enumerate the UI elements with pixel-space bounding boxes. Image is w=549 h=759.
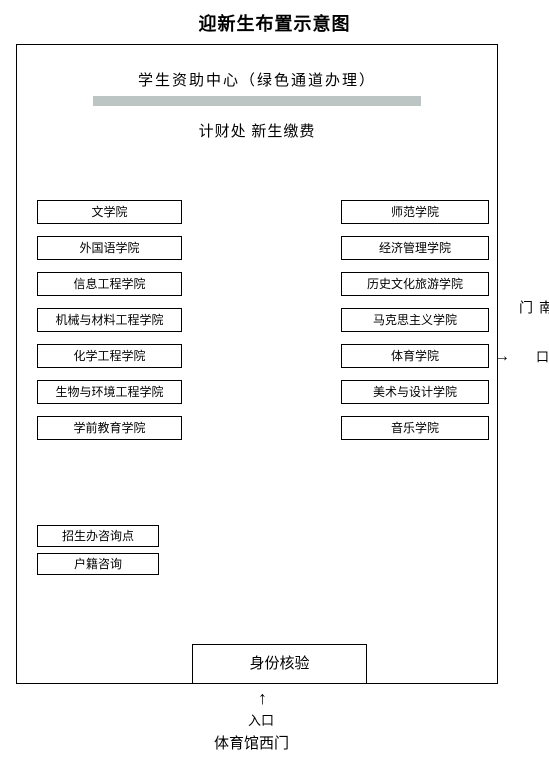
aid-center-desk-bar <box>93 96 421 106</box>
exit-label: 出口 <box>532 350 549 365</box>
college-cell: 马克思主义学院 <box>341 308 489 332</box>
college-cell: 美术与设计学院 <box>341 380 489 404</box>
layout-main-box: 学生资助中心（绿色通道办理） 计财处 新生缴费 文学院 外国语学院 信息工程学院… <box>16 44 498 684</box>
arrow-right-icon: → <box>494 348 510 366</box>
college-cell: 生物与环境工程学院 <box>37 380 182 404</box>
aid-center-label: 学生资助中心（绿色通道办理） <box>17 69 497 90</box>
south-gate-label: 体育馆南门 <box>514 300 549 317</box>
arrow-up-icon: ↑ <box>258 688 267 709</box>
college-cell: 机械与材料工程学院 <box>37 308 182 332</box>
finance-office-label: 计财处 新生缴费 <box>17 120 497 141</box>
college-cell: 外国语学院 <box>37 236 182 260</box>
college-cell: 经济管理学院 <box>341 236 489 260</box>
college-cell: 历史文化旅游学院 <box>341 272 489 296</box>
college-cell: 体育学院 <box>341 344 489 368</box>
household-info-cell: 户籍咨询 <box>37 553 159 575</box>
west-gate-label: 体育馆西门 <box>214 732 289 753</box>
admissions-info-cell: 招生办咨询点 <box>37 525 159 547</box>
info-section: 招生办咨询点 户籍咨询 <box>37 525 159 581</box>
right-column: 师范学院 经济管理学院 历史文化旅游学院 马克思主义学院 体育学院 美术与设计学… <box>341 200 489 452</box>
page-title: 迎新生布置示意图 <box>0 0 549 36</box>
college-cell: 音乐学院 <box>341 416 489 440</box>
entrance-label: 入口 <box>248 710 274 729</box>
left-column: 文学院 外国语学院 信息工程学院 机械与材料工程学院 化学工程学院 生物与环境工… <box>37 200 182 452</box>
college-cell: 学前教育学院 <box>37 416 182 440</box>
college-cell: 化学工程学院 <box>37 344 182 368</box>
college-cell: 师范学院 <box>341 200 489 224</box>
college-cell: 文学院 <box>37 200 182 224</box>
identity-check-box: 身份核验 <box>192 644 367 684</box>
college-cell: 信息工程学院 <box>37 272 182 296</box>
